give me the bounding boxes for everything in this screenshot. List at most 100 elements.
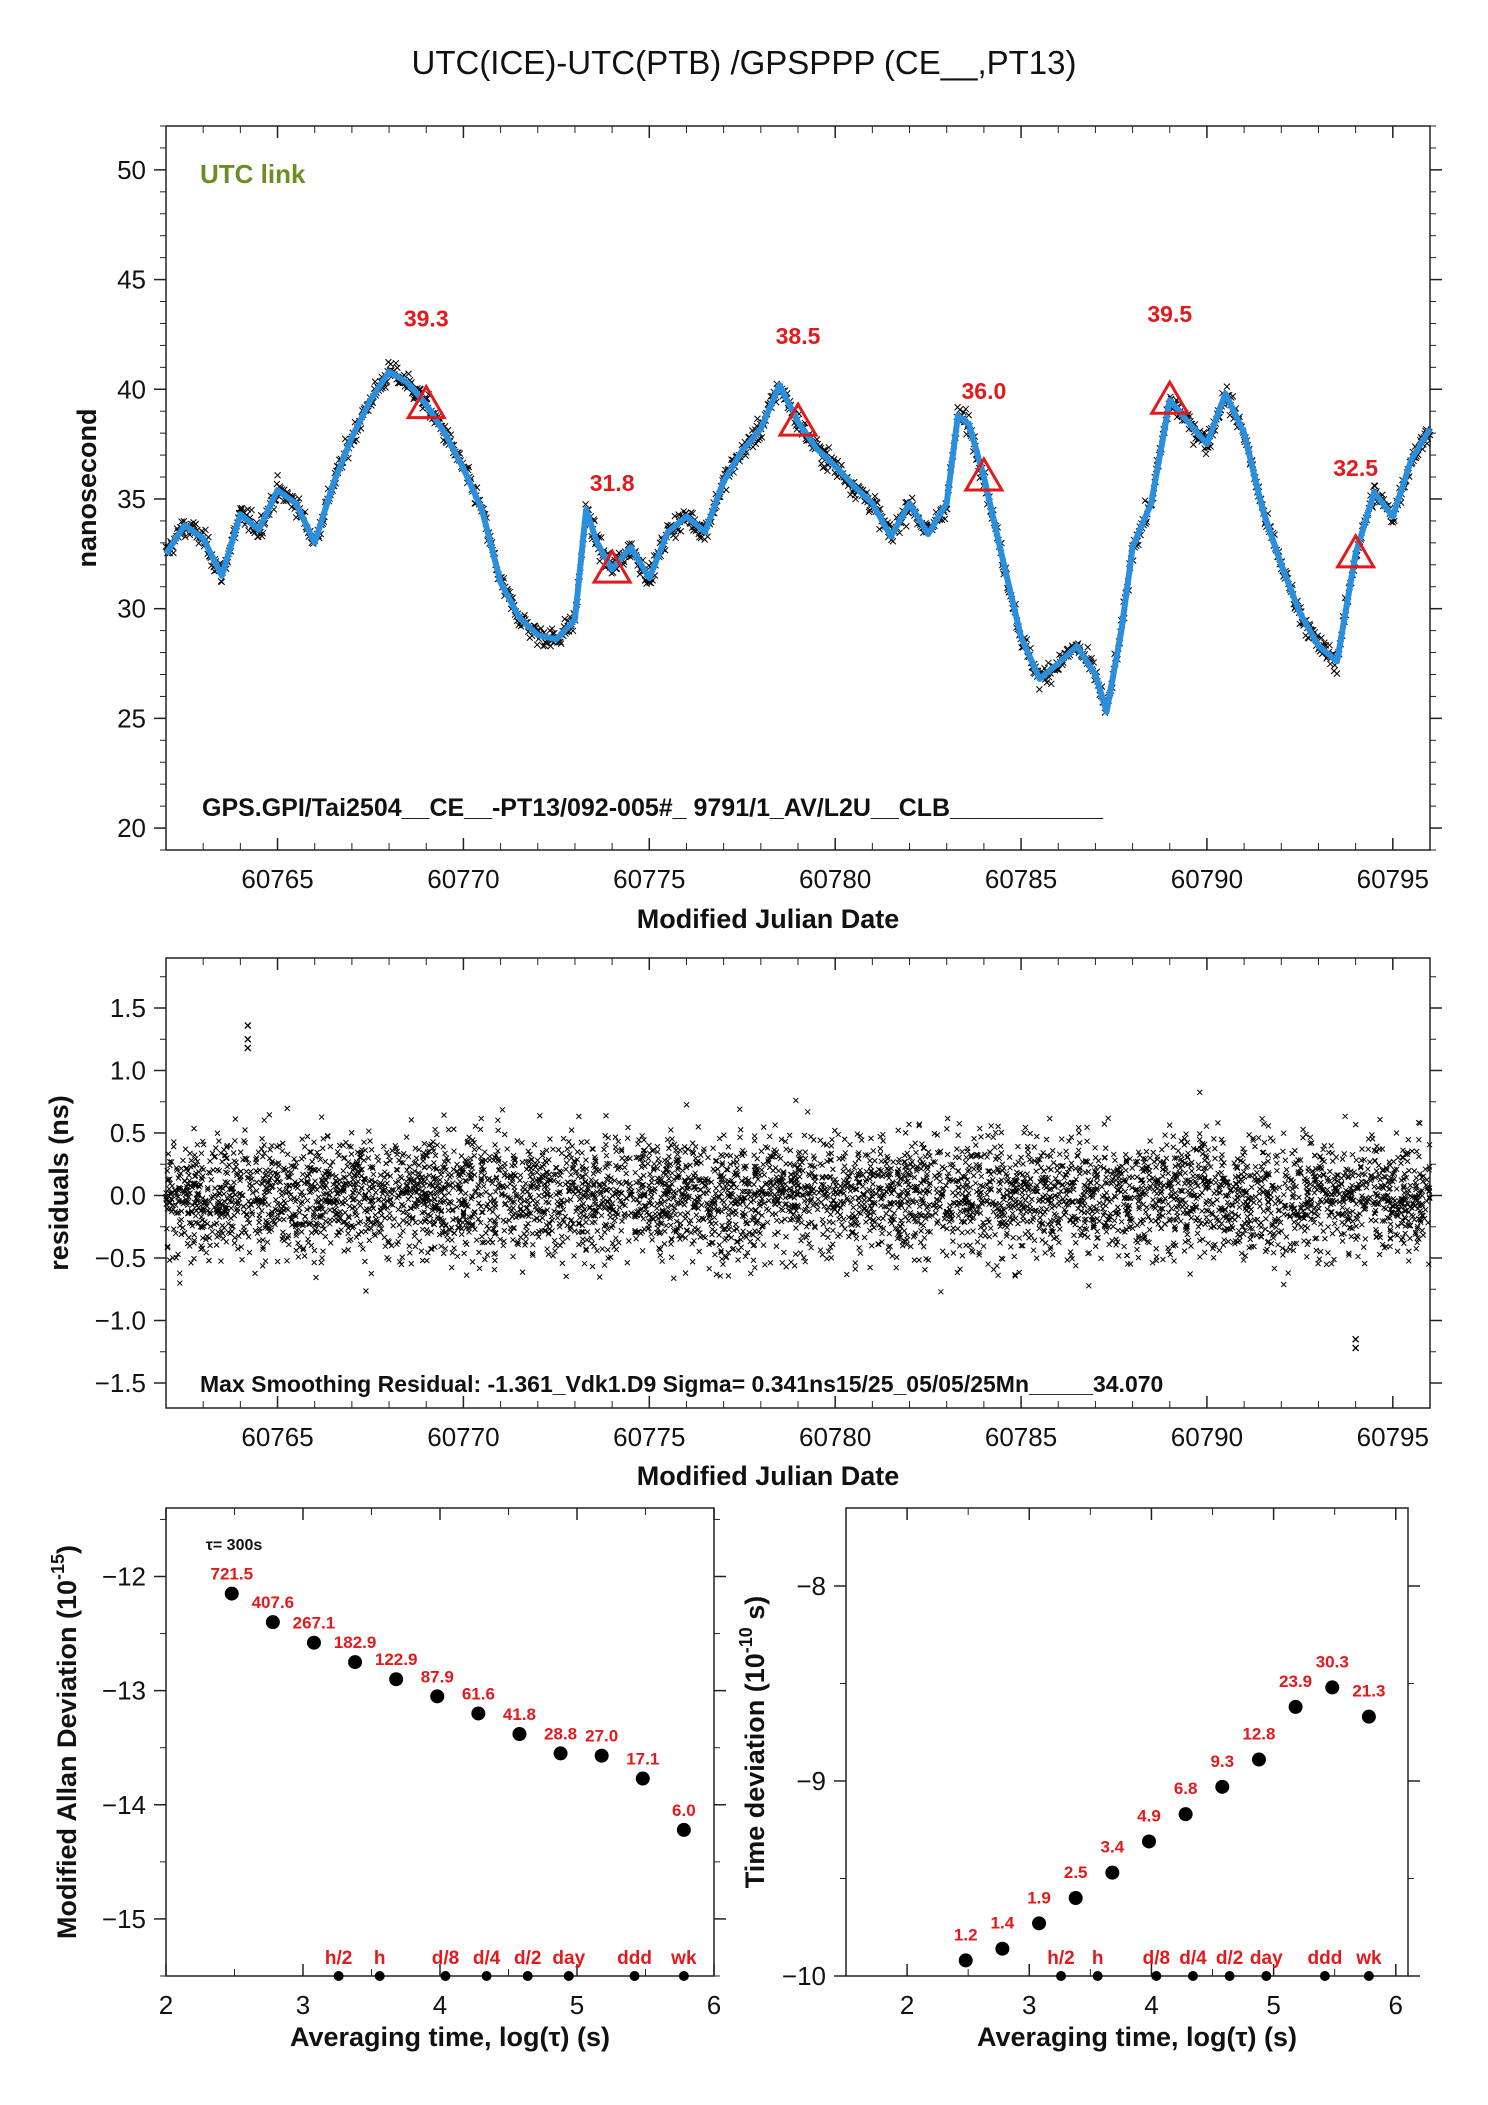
residual-point [1313, 1247, 1320, 1254]
residual-point [1082, 1169, 1089, 1176]
residual-point [1056, 1226, 1063, 1232]
residual-point [705, 1187, 712, 1194]
residual-point [589, 1263, 596, 1270]
residual-point [1273, 1224, 1279, 1231]
residual-point [880, 1138, 886, 1144]
residual-point [1003, 1178, 1010, 1185]
residual-point [1261, 1139, 1268, 1146]
residual-point [1040, 1150, 1047, 1156]
residual-point [310, 1214, 317, 1221]
x-axis-title: Modified Julian Date [637, 904, 900, 934]
source-footer: GPS.GPI/Tai2504__CE__-PT13/092-005#_ 979… [202, 794, 1104, 822]
residual-point [578, 1186, 585, 1192]
residual-point [1279, 1148, 1286, 1155]
residual-point [992, 1231, 998, 1238]
marker-label: 39.5 [1147, 301, 1192, 327]
residual-point [1205, 1240, 1211, 1247]
residual-point [802, 1149, 809, 1156]
residual-point [920, 1243, 927, 1250]
residual-point [743, 1203, 750, 1210]
residual-point [327, 1207, 333, 1213]
data-point [238, 504, 246, 512]
residual-point [584, 1139, 590, 1145]
residual-point [1212, 1174, 1219, 1181]
residual-point [295, 1254, 302, 1260]
residual-point [370, 1171, 377, 1178]
residual-point [695, 1217, 702, 1224]
residual-point [858, 1137, 865, 1143]
residual-point [1401, 1190, 1408, 1196]
data-point [677, 527, 685, 535]
residual-point [1219, 1162, 1225, 1169]
data-point [1084, 643, 1092, 651]
residual-point [517, 1172, 524, 1179]
residual-point [852, 1160, 859, 1167]
residual-point [1287, 1241, 1294, 1248]
residual-point [1163, 1142, 1170, 1148]
residual-point [1257, 1203, 1263, 1210]
residual-point [863, 1219, 869, 1225]
residual-point [1021, 1129, 1027, 1136]
marker-label: 31.8 [590, 470, 635, 496]
residual-point [836, 1216, 842, 1223]
residual-point [718, 1151, 724, 1158]
residual-point [237, 1177, 243, 1184]
residual-point [480, 1183, 487, 1190]
residual-point [1280, 1211, 1287, 1218]
residual-point [716, 1242, 723, 1248]
data-point [192, 520, 200, 528]
residual-point [1341, 1151, 1348, 1157]
residual-point [1170, 1133, 1177, 1140]
residual-point [1413, 1245, 1420, 1252]
residual-point [877, 1145, 884, 1152]
residual-point [748, 1206, 755, 1213]
residual-point [726, 1217, 733, 1224]
residual-point [362, 1258, 368, 1265]
residual-point [615, 1195, 622, 1201]
residual-point [1033, 1168, 1040, 1175]
data-point [672, 534, 679, 542]
residual-point [1339, 1238, 1346, 1244]
residual-point [484, 1223, 490, 1229]
residual-point [495, 1127, 501, 1134]
residual-point [669, 1136, 675, 1142]
residual-point [191, 1125, 197, 1132]
residual-point [603, 1152, 610, 1159]
residual-point [1007, 1244, 1014, 1250]
residual-point [550, 1252, 556, 1259]
residual-point [1183, 1131, 1189, 1137]
residual-point [341, 1248, 347, 1254]
timeseries-plot: 60765 60770 60775 60780 60785 60790 6079520253… [72, 125, 1442, 934]
residual-point [1359, 1146, 1365, 1152]
residual-point [568, 1127, 575, 1134]
residual-point [992, 1129, 999, 1136]
residual-point [712, 1220, 719, 1227]
residual-point [950, 1238, 956, 1245]
residual-point [890, 1159, 897, 1165]
residual-point [980, 1243, 987, 1250]
residual-point [218, 1258, 224, 1264]
residual-point [525, 1220, 531, 1227]
residual-point [1285, 1270, 1292, 1276]
residual-point [1355, 1172, 1362, 1179]
y-tick-label: −0.5 [95, 1243, 146, 1273]
residual-point [814, 1206, 821, 1213]
residual-point [830, 1219, 836, 1226]
residual-point [1252, 1143, 1258, 1150]
y-tick-label: 0.0 [110, 1181, 146, 1211]
residual-point [819, 1216, 826, 1223]
residual-point [487, 1192, 494, 1198]
residual-point [1036, 1225, 1043, 1232]
data-point [965, 411, 973, 419]
residual-point [1368, 1217, 1374, 1223]
residual-point [1311, 1152, 1318, 1159]
residual-point [454, 1253, 461, 1260]
residual-point [194, 1141, 201, 1148]
residual-point [191, 1232, 198, 1238]
residual-point [1289, 1150, 1296, 1157]
residual-point [775, 1229, 781, 1236]
residual-point [943, 1182, 949, 1189]
residual-point [806, 1240, 813, 1247]
residual-point [299, 1136, 306, 1143]
